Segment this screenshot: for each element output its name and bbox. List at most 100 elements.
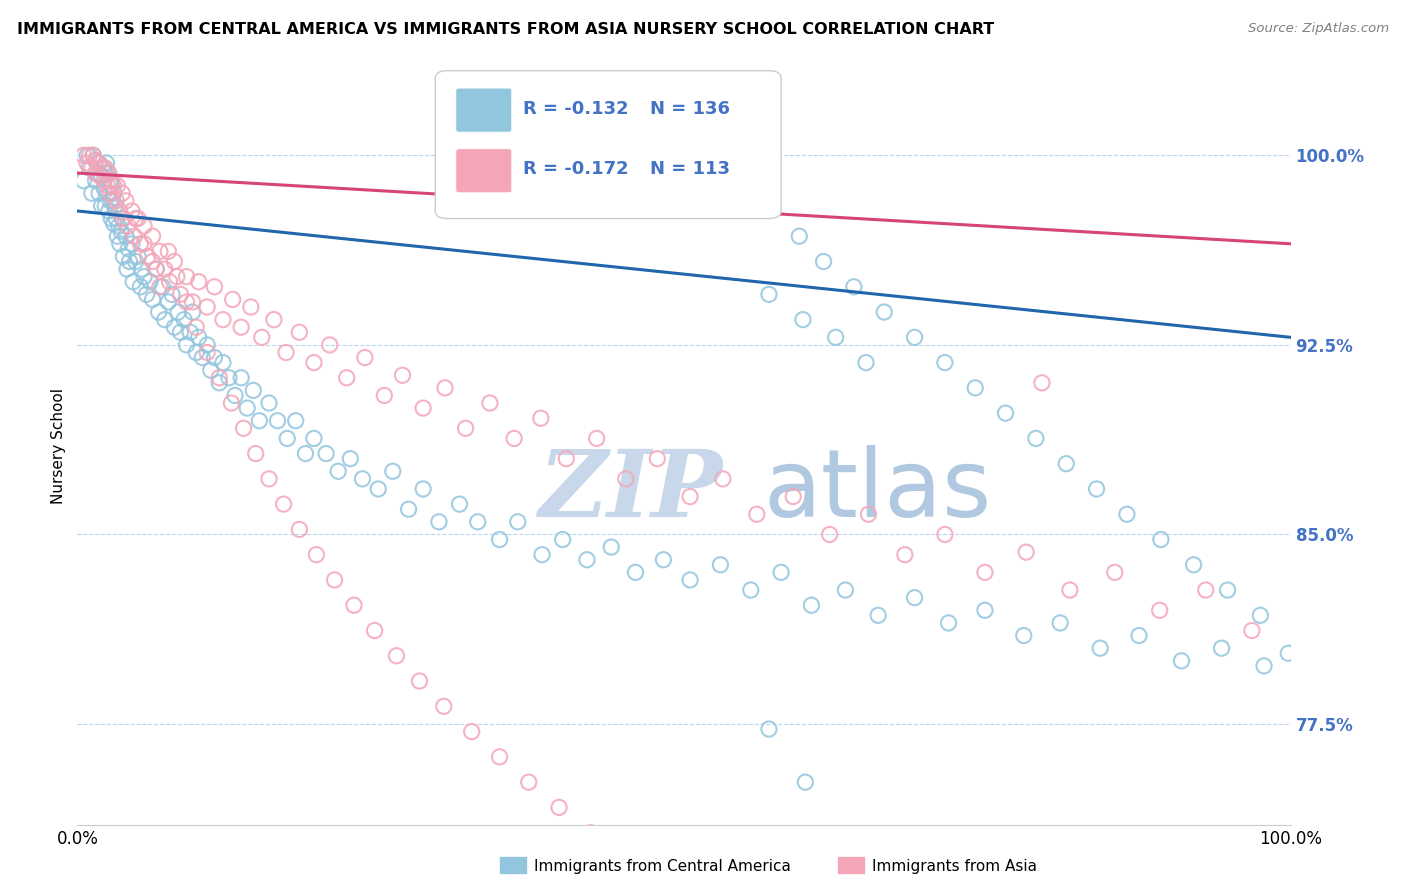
- Point: [121, 203, 143, 218]
- Point: [89, 156, 111, 170]
- Point: [142, 293, 165, 307]
- Point: [221, 396, 243, 410]
- Point: [647, 876, 669, 890]
- Point: [179, 325, 201, 339]
- Point: [257, 396, 280, 410]
- Point: [98, 173, 121, 187]
- Point: [204, 351, 226, 365]
- Point: [97, 166, 120, 180]
- Point: [204, 280, 226, 294]
- Point: [433, 381, 456, 395]
- Point: [1150, 533, 1173, 547]
- Point: [127, 249, 149, 263]
- Point: [94, 161, 117, 175]
- Point: [142, 254, 165, 268]
- Point: [100, 178, 122, 193]
- Point: [467, 515, 489, 529]
- Point: [187, 330, 209, 344]
- Point: [758, 722, 780, 736]
- Point: [195, 338, 218, 352]
- Point: [96, 156, 118, 170]
- Point: [82, 148, 104, 162]
- Point: [1015, 545, 1038, 559]
- Point: [80, 161, 103, 175]
- Point: [488, 533, 510, 547]
- Point: [398, 502, 420, 516]
- Point: [148, 305, 170, 319]
- Point: [79, 148, 101, 162]
- Point: [315, 446, 337, 460]
- Text: R = -0.132: R = -0.132: [523, 100, 628, 118]
- Point: [97, 178, 120, 193]
- Point: [263, 312, 285, 326]
- Point: [328, 464, 350, 478]
- Point: [782, 490, 804, 504]
- FancyBboxPatch shape: [436, 70, 782, 219]
- Text: R = -0.172: R = -0.172: [523, 161, 628, 178]
- Text: IMMIGRANTS FROM CENTRAL AMERICA VS IMMIGRANTS FROM ASIA NURSERY SCHOOL CORRELATI: IMMIGRANTS FROM CENTRAL AMERICA VS IMMIG…: [17, 22, 994, 37]
- Point: [90, 199, 112, 213]
- Point: [1085, 482, 1108, 496]
- Point: [98, 194, 121, 208]
- Point: [176, 338, 198, 352]
- Point: [122, 275, 145, 289]
- Point: [855, 355, 877, 369]
- Point: [412, 401, 434, 415]
- Point: [224, 388, 246, 402]
- Point: [974, 566, 997, 580]
- Point: [367, 482, 389, 496]
- Point: [548, 800, 571, 814]
- Point: [1195, 582, 1218, 597]
- Point: [157, 294, 180, 309]
- Point: [938, 615, 960, 630]
- Point: [93, 161, 115, 175]
- Text: N = 113: N = 113: [650, 161, 730, 178]
- Point: [624, 566, 647, 580]
- Point: [118, 254, 141, 268]
- Point: [181, 294, 204, 309]
- Point: [124, 254, 146, 268]
- Point: [103, 217, 125, 231]
- Point: [84, 153, 107, 168]
- Point: [319, 338, 342, 352]
- Text: ZIP: ZIP: [538, 447, 723, 536]
- Point: [166, 269, 188, 284]
- Point: [105, 178, 128, 193]
- Point: [1090, 641, 1112, 656]
- Point: [1149, 603, 1171, 617]
- Point: [302, 431, 325, 445]
- Point: [408, 673, 430, 688]
- Point: [76, 148, 98, 162]
- Point: [105, 211, 128, 226]
- Point: [176, 269, 198, 284]
- Point: [173, 312, 195, 326]
- Point: [770, 566, 793, 580]
- Point: [135, 287, 157, 301]
- Point: [579, 825, 602, 839]
- Point: [1182, 558, 1205, 572]
- Point: [454, 421, 477, 435]
- Point: [868, 608, 890, 623]
- Point: [1211, 641, 1233, 656]
- Point: [266, 414, 288, 428]
- Point: [97, 186, 120, 201]
- Point: [339, 451, 361, 466]
- Point: [218, 370, 240, 384]
- Point: [104, 199, 127, 213]
- Point: [186, 320, 208, 334]
- Point: [231, 320, 253, 334]
- Point: [115, 194, 138, 208]
- Point: [575, 552, 598, 566]
- Point: [903, 591, 925, 605]
- Point: [90, 169, 112, 183]
- Point: [90, 161, 112, 175]
- Point: [187, 275, 209, 289]
- Point: [84, 166, 107, 180]
- Point: [111, 186, 134, 201]
- Point: [212, 355, 235, 369]
- Point: [652, 552, 675, 566]
- Point: [354, 351, 377, 365]
- Point: [818, 527, 841, 541]
- Point: [103, 178, 125, 193]
- Point: [131, 262, 153, 277]
